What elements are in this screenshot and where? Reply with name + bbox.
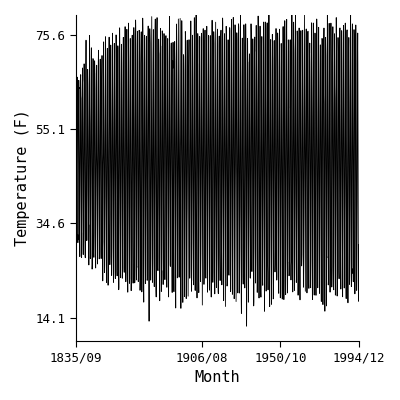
- Y-axis label: Temperature (F): Temperature (F): [15, 110, 30, 246]
- X-axis label: Month: Month: [194, 370, 240, 385]
